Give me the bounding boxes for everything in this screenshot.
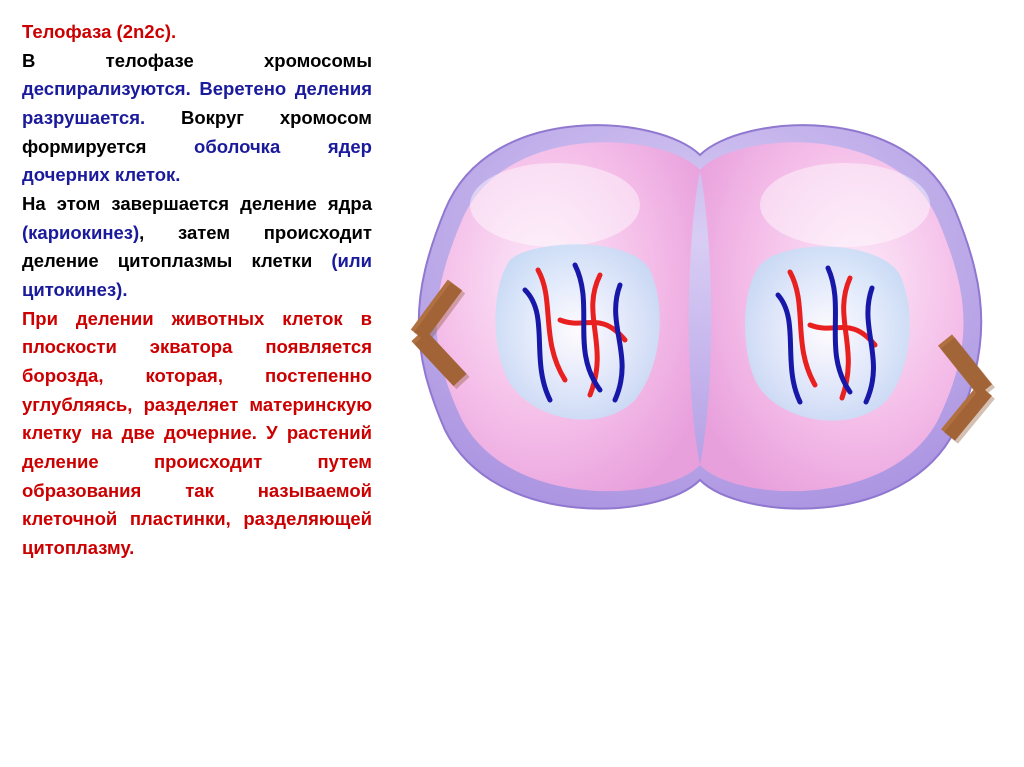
title: Телофаза (2n2c). [22,18,372,47]
right-nucleus [745,247,910,421]
text-fragment: деспирализуются. [22,78,191,99]
text-fragment: На этом завершается деление ядра [22,193,372,214]
text-fragment: (кариокинез) [22,222,139,243]
sheen-right [760,163,930,247]
text-fragment: В телофазе хромосомы [22,50,372,71]
left-nucleus [495,244,659,419]
paragraph-1: В телофазе хромосомы деспирализуются. Ве… [22,47,372,190]
cell-illustration [400,60,1000,560]
telophase-diagram [380,0,1024,767]
description-text: Телофаза (2n2c). В телофазе хромосомы де… [0,0,380,767]
paragraph-2: На этом завершается деление ядра (кариок… [22,190,372,305]
sheen-left [470,163,640,247]
paragraph-3: При делении животных клеток в плоскости … [22,305,372,563]
